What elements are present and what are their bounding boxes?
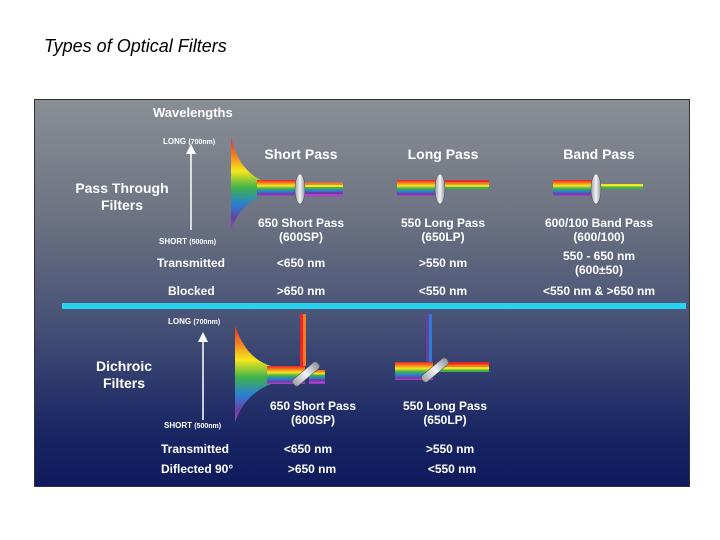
top-blocked-label: Blocked <box>168 284 215 298</box>
bottom-spectrum-fan <box>235 325 271 422</box>
band-pass-filter-code: (600/100) <box>573 230 625 244</box>
band-pass-blocked: <550 nm & >650 nm <box>542 284 656 298</box>
top-short-nm: (500nm) <box>189 239 217 246</box>
top-short-label: SHORT (500nm) <box>159 237 216 246</box>
top-wavelength-axis-arrow <box>186 144 196 230</box>
short-pass-blocked: >650 nm <box>276 284 326 298</box>
dichroic-long-pass-transmitted: >550 nm <box>425 442 475 456</box>
short-pass-filter-disc <box>294 173 306 205</box>
bottom-short-text: SHORT <box>164 421 192 430</box>
top-long-label: LONG (700nm) <box>163 137 215 146</box>
bottom-long-text: LONG <box>168 317 192 326</box>
long-pass-beams <box>397 180 489 196</box>
dichroic-short-pass-name: 650 Short Pass <box>269 399 357 413</box>
dichroic-short-pass-beams <box>267 314 325 384</box>
band-pass-transmitted: 550 - 650 nm <box>562 249 636 263</box>
short-pass-filter-name: 650 Short Pass <box>257 216 345 230</box>
filters-diagram: Wavelengths LONG (700nm) SHORT (500nm) P… <box>34 99 690 487</box>
dichroic-long-pass-code: (650LP) <box>423 413 467 427</box>
band-pass-header: Band Pass <box>563 146 635 162</box>
section-divider <box>62 303 686 309</box>
wavelengths-label: Wavelengths <box>153 105 233 120</box>
top-spectrum-fan <box>231 138 261 230</box>
diagram-artwork <box>186 138 643 422</box>
bottom-deflected-label: Diflected 90° <box>161 462 234 476</box>
dichroic-section-title: Dichroic Filters <box>95 358 152 391</box>
dichroic-long-pass-beams <box>395 314 489 380</box>
long-pass-header: Long Pass <box>407 146 479 162</box>
dichroic-long-pass-mirror <box>421 357 449 383</box>
bottom-wavelength-axis-arrow <box>198 332 208 420</box>
bottom-transmitted-label: Transmitted <box>161 442 230 456</box>
short-pass-filter-code: (600SP) <box>278 230 324 244</box>
band-pass-filter-disc <box>590 173 602 205</box>
long-pass-filter-code: (650LP) <box>421 230 465 244</box>
bottom-short-nm: (500nm) <box>194 423 222 430</box>
dichroic-long-pass-deflected: <550 nm <box>427 462 477 476</box>
dichroic-short-pass-code: (600SP) <box>290 413 336 427</box>
short-pass-beams <box>257 180 343 197</box>
top-long-text: LONG <box>163 137 187 146</box>
long-pass-transmitted: >550 nm <box>418 256 468 270</box>
bottom-long-nm: (700nm) <box>193 319 221 326</box>
bottom-long-label: LONG (700nm) <box>168 317 220 326</box>
band-pass-transmitted-note: (600±50) <box>575 263 623 277</box>
short-pass-transmitted: <650 nm <box>276 256 326 270</box>
dichroic-short-pass-mirror <box>292 361 320 387</box>
top-short-text: SHORT <box>159 237 187 246</box>
long-pass-filter-name: 550 Long Pass <box>400 216 486 230</box>
top-long-nm: (700nm) <box>188 139 216 146</box>
dichroic-long-pass-name: 550 Long Pass <box>402 399 488 413</box>
page-title: Types of Optical Filters <box>44 36 227 56</box>
pass-through-section-title: Pass Through Filters <box>75 180 169 213</box>
long-pass-blocked: <550 nm <box>418 284 468 298</box>
top-transmitted-label: Transmitted <box>157 256 226 270</box>
band-pass-beams <box>553 180 643 196</box>
band-pass-filter-name: 600/100 Band Pass <box>544 216 654 230</box>
dichroic-short-pass-deflected: >650 nm <box>287 462 337 476</box>
bottom-short-label: SHORT (500nm) <box>164 421 221 430</box>
long-pass-filter-disc <box>434 173 446 205</box>
dichroic-short-pass-transmitted: <650 nm <box>283 442 333 456</box>
short-pass-header: Short Pass <box>264 146 338 162</box>
